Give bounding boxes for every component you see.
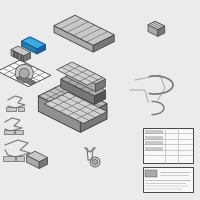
Circle shape	[90, 157, 100, 167]
Polygon shape	[66, 64, 105, 84]
Polygon shape	[0, 60, 51, 87]
FancyBboxPatch shape	[143, 167, 193, 192]
Polygon shape	[22, 41, 37, 54]
Polygon shape	[148, 25, 158, 36]
Circle shape	[15, 64, 33, 82]
Bar	[145, 170, 157, 177]
Bar	[3, 156, 15, 161]
Polygon shape	[27, 151, 48, 162]
Polygon shape	[148, 21, 165, 30]
Polygon shape	[20, 54, 22, 61]
Circle shape	[92, 160, 98, 164]
Circle shape	[19, 68, 29, 78]
Polygon shape	[93, 35, 114, 52]
Polygon shape	[27, 155, 39, 168]
Polygon shape	[17, 52, 19, 59]
Polygon shape	[39, 158, 48, 168]
Polygon shape	[38, 96, 80, 132]
Polygon shape	[54, 26, 93, 52]
Bar	[15, 130, 23, 134]
Polygon shape	[16, 75, 36, 85]
Polygon shape	[24, 52, 31, 62]
Polygon shape	[158, 26, 165, 36]
Polygon shape	[57, 62, 103, 85]
Polygon shape	[38, 83, 107, 117]
Bar	[6, 107, 16, 111]
Polygon shape	[61, 73, 106, 96]
Bar	[145, 141, 163, 145]
Polygon shape	[80, 104, 107, 132]
Bar	[145, 146, 163, 150]
Polygon shape	[37, 45, 45, 54]
Polygon shape	[44, 92, 107, 123]
Polygon shape	[13, 51, 15, 58]
Bar	[18, 107, 24, 111]
Polygon shape	[54, 15, 114, 45]
Polygon shape	[11, 50, 24, 62]
Bar	[145, 130, 163, 134]
Bar	[145, 136, 163, 140]
Polygon shape	[61, 79, 94, 104]
Polygon shape	[96, 79, 105, 92]
Polygon shape	[11, 46, 31, 56]
Bar	[16, 156, 24, 161]
Polygon shape	[94, 90, 106, 104]
Polygon shape	[66, 69, 96, 92]
FancyBboxPatch shape	[143, 128, 193, 163]
Bar	[4, 130, 14, 134]
Polygon shape	[22, 37, 45, 49]
